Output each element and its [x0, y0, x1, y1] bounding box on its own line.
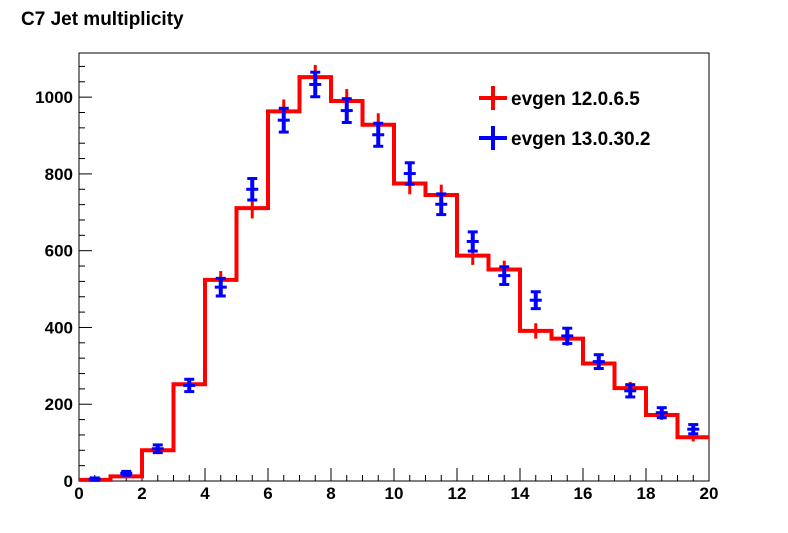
x-tick-label: 0: [74, 484, 83, 503]
series-2-point: [88, 476, 101, 482]
legend: evgen 12.0.6.5 evgen 13.0.30.2: [479, 86, 650, 150]
x-tick-label: 14: [511, 484, 530, 503]
series-2-point: [151, 443, 164, 455]
x-tick-label: 10: [385, 484, 404, 503]
series-2-point: [183, 377, 196, 394]
series-2-point: [592, 353, 605, 371]
y-tick-label: 200: [45, 395, 73, 414]
legend-entry: evgen 12.0.6.5: [479, 86, 640, 110]
series-2-point: [655, 406, 668, 420]
series-2-point: [277, 106, 290, 134]
y-axis: 0 200 400 600 800 1000: [35, 65, 92, 491]
series-2-point: [246, 177, 259, 202]
legend-label: evgen 13.0.30.2: [511, 129, 650, 150]
x-tick-label: 20: [700, 484, 719, 503]
x-tick-label: 18: [637, 484, 656, 503]
series-layer: [79, 64, 709, 482]
series-2-point: [214, 276, 227, 298]
series-2-point: [529, 290, 542, 311]
x-tick-label: 8: [326, 484, 335, 503]
series-2-point: [435, 192, 448, 217]
x-tick-label: 12: [448, 484, 467, 503]
series-2-point: [340, 97, 353, 124]
y-tick-label: 0: [64, 472, 73, 491]
y-tick-label: 400: [45, 318, 73, 337]
series-2-point: [624, 383, 637, 399]
series-2-point: [372, 121, 385, 148]
series-2-point: [561, 326, 574, 346]
y-tick-label: 800: [45, 165, 73, 184]
x-tick-label: 16: [574, 484, 593, 503]
y-tick-label: 600: [45, 242, 73, 261]
series-2-point: [687, 423, 700, 436]
legend-label: evgen 12.0.6.5: [511, 89, 640, 110]
series-2-point: [120, 469, 133, 477]
series-2-point: [466, 230, 479, 253]
x-tick-label: 4: [200, 484, 210, 503]
x-axis: 0 2 4 6 8 10 12 14 16 18 20: [74, 468, 718, 503]
legend-entry: evgen 13.0.30.2: [479, 126, 650, 150]
x-tick-label: 2: [137, 484, 146, 503]
y-tick-label: 1000: [35, 88, 73, 107]
x-tick-label: 6: [263, 484, 272, 503]
series-2-point: [498, 265, 511, 286]
chart-title: C7 Jet multiplicity: [21, 9, 184, 30]
series-2-point: [309, 70, 322, 99]
series-2-point: [403, 161, 416, 186]
